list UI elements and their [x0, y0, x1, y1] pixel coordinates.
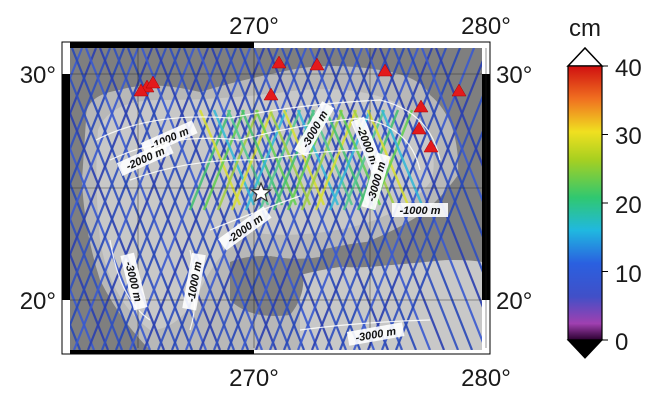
triangle-marker — [451, 83, 467, 97]
colorbar-unit: cm — [569, 15, 601, 42]
star-marker — [249, 181, 273, 203]
frame-bar-top-left — [70, 42, 254, 48]
triangle-marker — [411, 121, 427, 135]
colorbar-tick-label: 40 — [615, 55, 642, 82]
colorbar-gradient — [567, 65, 603, 341]
y-tick-label-20-right: 20° — [496, 288, 532, 315]
x-tick-label-280-bottom: 280° — [461, 365, 511, 392]
frame-bar-left — [62, 74, 70, 300]
y-tick-label-30-left: 30° — [20, 62, 56, 89]
y-tick-label-30-right: 30° — [496, 62, 532, 89]
colorbar-top-arrow — [566, 46, 604, 67]
triangle-marker — [377, 63, 393, 77]
triangle-marker — [271, 55, 287, 69]
triangle-marker — [263, 87, 279, 101]
tide-gauge-markers — [133, 55, 467, 153]
colorbar-tick-label: 30 — [615, 123, 642, 150]
contour-label: -1000 m — [400, 205, 441, 217]
y-tick-label-20-left: 20° — [20, 288, 56, 315]
triangle-marker — [133, 83, 149, 97]
colorbar-tick-label: 10 — [615, 261, 642, 288]
bathymetry-contours — [95, 99, 441, 331]
colorbar-tick-label: 20 — [615, 192, 642, 219]
triangle-marker — [309, 57, 325, 71]
altimetry-tracks — [70, 48, 482, 350]
triangle-marker — [423, 139, 439, 153]
colorbar: cm 40 30 20 10 0 — [566, 15, 642, 359]
colorbar-bottom-arrow — [566, 339, 604, 359]
triangle-marker — [145, 75, 161, 89]
x-tick-label-280: 280° — [461, 13, 511, 40]
x-tick-label-270-bottom: 270° — [229, 365, 279, 392]
caribbean-water — [300, 260, 482, 350]
frame-bar-bottom-left — [70, 348, 254, 354]
x-tick-label-270: 270° — [229, 13, 279, 40]
colorbar-tick-label: 0 — [615, 329, 628, 356]
triangle-marker — [413, 99, 429, 113]
